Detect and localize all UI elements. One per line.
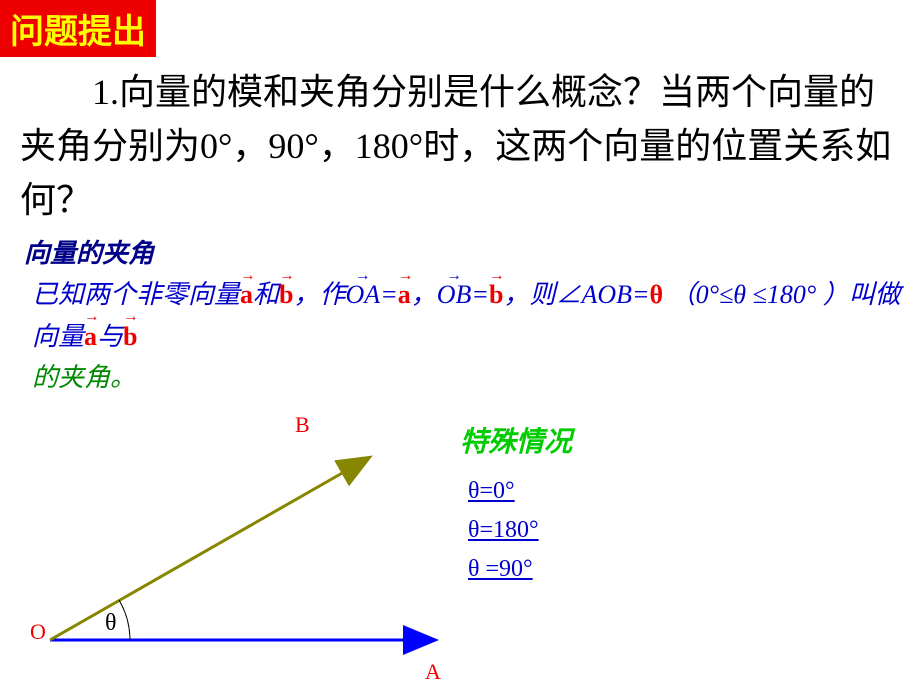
- def-part: 和: [253, 280, 279, 309]
- def-part: =: [471, 280, 489, 309]
- angle-arc: [119, 600, 130, 640]
- vector-a: a: [240, 274, 253, 316]
- theta: θ: [650, 280, 664, 309]
- vector-a: a: [84, 316, 97, 358]
- label-O: O: [30, 619, 46, 645]
- question-text: 1.向量的模和夹角分别是什么概念？当两个向量的夹角分别为0°，90°，180°时…: [20, 72, 891, 220]
- def-part: 的夹角。: [32, 363, 136, 392]
- angle-diagram: O A B θ: [30, 430, 450, 660]
- vector-b: b: [489, 274, 503, 316]
- vector-OB: OB: [437, 274, 472, 316]
- label-B: B: [295, 412, 310, 438]
- vector-b: b: [123, 316, 137, 358]
- case-180: θ=180°: [460, 517, 572, 544]
- section-header: 问题提出: [0, 0, 156, 57]
- vector-b: b: [279, 274, 293, 316]
- special-title: 特殊情况: [460, 420, 572, 460]
- subtitle: 向量的夹角: [24, 233, 920, 270]
- def-part: ，: [411, 280, 437, 309]
- case-0: θ=0°: [460, 478, 572, 505]
- diagram-svg: [30, 430, 450, 660]
- vector-OA: OA: [346, 274, 381, 316]
- label-theta: θ: [105, 610, 117, 637]
- definition-text: 已知两个非零向量a和b，作OA=a，OB=b，则∠AOB=θ （0°≤θ ≤18…: [32, 274, 920, 399]
- vector-a: a: [398, 274, 411, 316]
- def-part: ，则∠AOB=: [503, 280, 649, 309]
- label-A: A: [425, 659, 441, 685]
- line-OB: [50, 460, 365, 640]
- special-cases: 特殊情况 θ=0° θ=180° θ =90°: [460, 420, 572, 595]
- main-question: 1.向量的模和夹角分别是什么概念？当两个向量的夹角分别为0°，90°，180°时…: [20, 65, 900, 227]
- def-part: 与: [97, 322, 123, 351]
- case-90: θ =90°: [460, 556, 572, 583]
- def-part: ，作: [294, 280, 346, 309]
- def-part: =: [380, 280, 398, 309]
